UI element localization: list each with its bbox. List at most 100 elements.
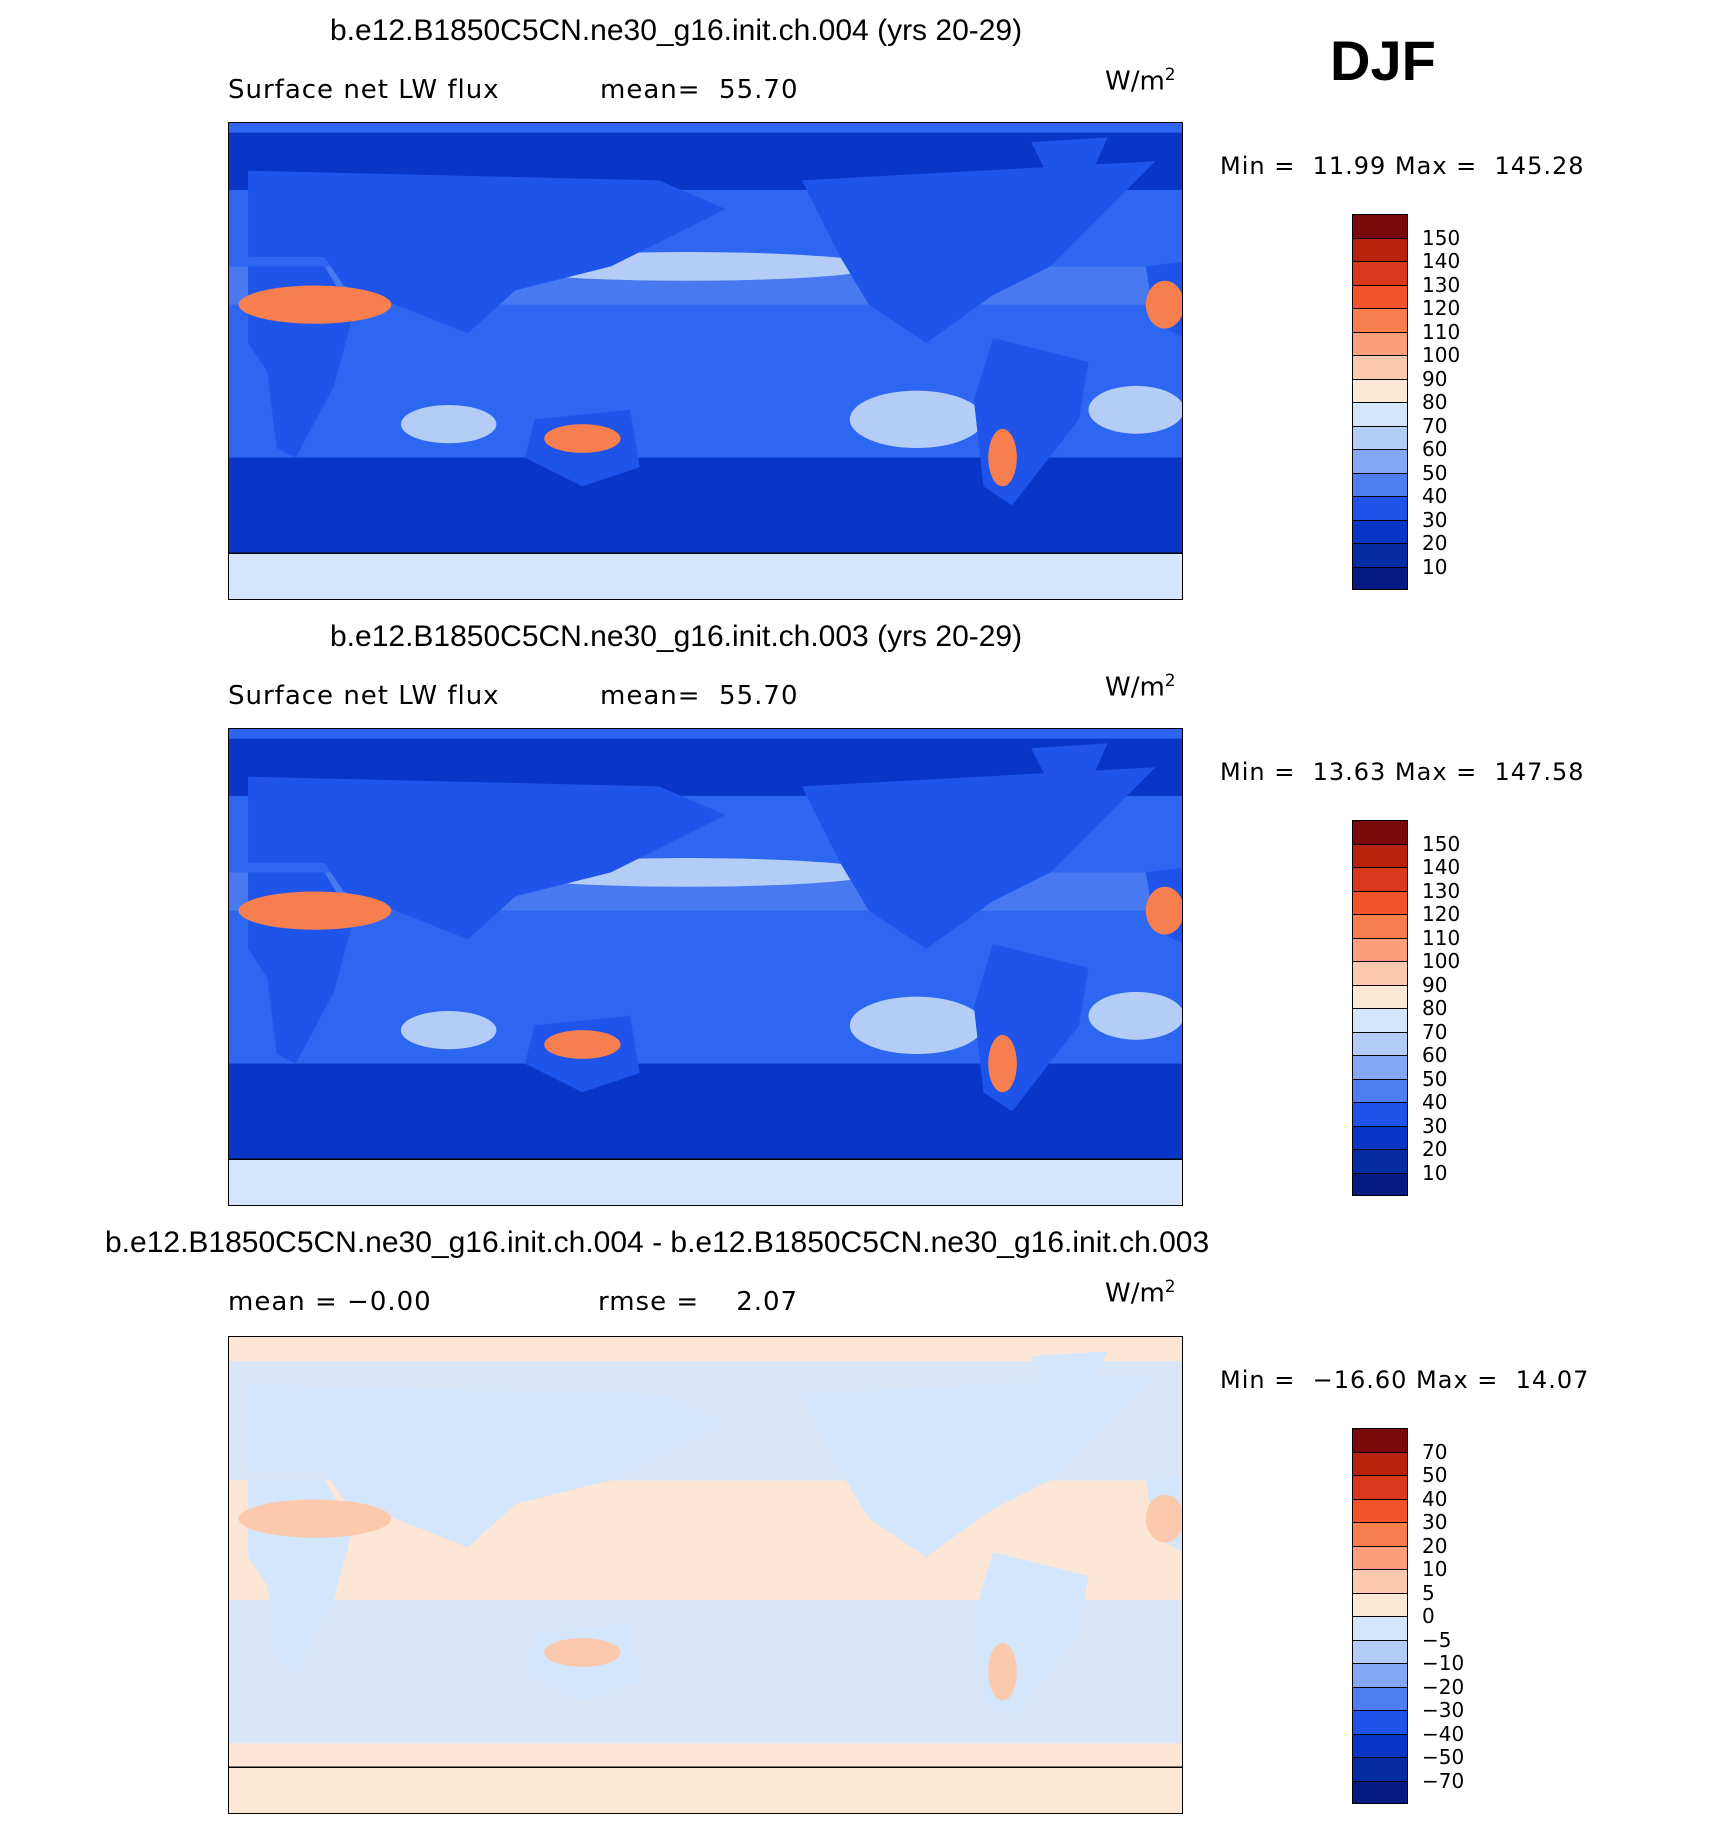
min-label: Min =: [1220, 152, 1296, 180]
colorbar-tick-label: 40: [1422, 1090, 1448, 1114]
colorbar-frame: [1352, 820, 1408, 1196]
colorbar-tick-label: 40: [1422, 484, 1448, 508]
colorbar-frame: [1352, 1428, 1408, 1804]
units-exponent: 2: [1164, 671, 1176, 691]
max-label: Max =: [1386, 152, 1478, 180]
colorbar-segment: [1352, 308, 1408, 332]
units-label: W/m2: [1105, 1277, 1176, 1309]
colorbar-segment: [1352, 867, 1408, 891]
colorbar-segment: [1352, 1592, 1408, 1616]
colorbar-tick-label: 10: [1422, 1160, 1448, 1185]
min-label: Min =: [1220, 1366, 1296, 1394]
colorbar-tick-label: 130: [1422, 878, 1461, 903]
colorbar-segment: [1352, 566, 1408, 590]
colorbar-segment: [1352, 1663, 1408, 1687]
panel-title: b.e12.B1850C5CN.ne30_g16.init.ch.004 (yr…: [330, 14, 1023, 47]
colorbar-tick-label: 80: [1422, 996, 1448, 1020]
min-max-readout: Min = 13.63 Max = 147.58: [1220, 758, 1585, 786]
colorbar-segment: [1352, 1125, 1408, 1149]
colorbar-tick-label: 5: [1422, 1580, 1435, 1605]
min-max-readout: Min = −16.60 Max = 14.07: [1220, 1366, 1589, 1394]
colorbar-tick-label: 30: [1422, 1113, 1448, 1138]
season-label: DJF: [1330, 29, 1436, 92]
colorbar-tick-label: 20: [1422, 1533, 1448, 1558]
colorbar-segment: [1352, 984, 1408, 1008]
colorbar-tick-label: 10: [1422, 1557, 1448, 1581]
colorbar-tick-label: 120: [1422, 902, 1461, 926]
colorbar-tick-label: 140: [1422, 249, 1461, 273]
colorbar-segment: [1352, 1686, 1408, 1710]
map-plot: [228, 122, 1183, 600]
max-value: 145.28: [1477, 152, 1585, 180]
colorbar-segment: [1352, 496, 1408, 520]
panel-subtitle-mid: mean= 55.70: [600, 681, 799, 711]
colorbar-segment: [1352, 402, 1408, 426]
colorbar-segment: [1352, 425, 1408, 449]
panel-subtitle-left: mean = −0.00: [228, 1287, 432, 1317]
colorbar-segment: [1352, 378, 1408, 402]
colorbar-segment: [1352, 1733, 1408, 1757]
map-plot: [228, 1336, 1183, 1814]
colorbar-segment: [1352, 890, 1408, 914]
colorbar-frame: [1352, 214, 1408, 590]
min-value: 13.63: [1295, 758, 1387, 786]
colorbar-segment: [1352, 961, 1408, 985]
panel-title: b.e12.B1850C5CN.ne30_g16.init.ch.004 - b…: [105, 1226, 1210, 1259]
colorbar-tick-label: 80: [1422, 390, 1448, 414]
colorbar-tick-label: −70: [1422, 1768, 1465, 1793]
colorbar-segment: [1352, 1008, 1408, 1032]
colorbar-tick-label: 90: [1422, 972, 1448, 997]
colorbar-tick-label: 50: [1422, 1066, 1448, 1091]
panel-subtitle-mid: rmse = 2.07: [598, 1287, 799, 1317]
colorbar-segment: [1352, 261, 1408, 285]
colorbar-tick-label: 150: [1422, 831, 1461, 856]
colorbar-segment: [1352, 449, 1408, 473]
colorbar-tick-label: −20: [1422, 1674, 1465, 1699]
min-max-readout: Min = 11.99 Max = 145.28: [1220, 152, 1585, 180]
colorbar-segment: [1352, 1055, 1408, 1079]
colorbar-tick-label: 40: [1422, 1486, 1448, 1511]
panel-subtitle-left: Surface net LW flux: [228, 75, 500, 105]
colorbar-tick-label: 130: [1422, 272, 1461, 297]
colorbar-segment: [1352, 1172, 1408, 1196]
panel-subtitle-left: Surface net LW flux: [228, 681, 500, 711]
min-label: Min =: [1220, 758, 1296, 786]
colorbar-tick-label: 100: [1422, 343, 1461, 367]
units-base: W/m: [1105, 672, 1165, 703]
max-label: Max =: [1407, 1366, 1499, 1394]
colorbar-segment: [1352, 355, 1408, 379]
colorbar-segment: [1352, 1639, 1408, 1663]
colorbar-tick-label: 10: [1422, 554, 1448, 579]
colorbar-segment: [1352, 543, 1408, 567]
colorbar-tick-label: 70: [1422, 1439, 1448, 1464]
colorbar-tick-label: 90: [1422, 366, 1448, 391]
colorbar-segment: [1352, 519, 1408, 543]
panel-title: b.e12.B1850C5CN.ne30_g16.init.ch.003 (yr…: [330, 620, 1023, 653]
max-value: 14.07: [1498, 1366, 1590, 1394]
units-exponent: 2: [1164, 1277, 1176, 1297]
colorbar-tick-label: 110: [1422, 925, 1461, 950]
colorbar-segment: [1352, 1757, 1408, 1781]
max-label: Max =: [1386, 758, 1478, 786]
colorbar-segment: [1352, 284, 1408, 308]
colorbar-tick-label: −5: [1422, 1627, 1452, 1652]
colorbar-segment: [1352, 1569, 1408, 1593]
colorbar-segment: [1352, 1780, 1408, 1804]
units-base: W/m: [1105, 1278, 1165, 1309]
colorbar-segment: [1352, 1031, 1408, 1055]
colorbar-tick-label: 60: [1422, 1043, 1448, 1067]
colorbar-tick-label: −50: [1422, 1745, 1465, 1769]
colorbar-tick-label: 30: [1422, 507, 1448, 532]
colorbar-segment: [1352, 237, 1408, 261]
min-value: −16.60: [1295, 1366, 1408, 1394]
colorbar-tick-label: 70: [1422, 413, 1448, 438]
colorbar-tick-label: 50: [1422, 460, 1448, 485]
colorbar-segment: [1352, 1149, 1408, 1173]
colorbar-segment: [1352, 937, 1408, 961]
colorbar-segment: [1352, 1545, 1408, 1569]
units-exponent: 2: [1164, 65, 1176, 85]
colorbar-tick-label: 120: [1422, 296, 1461, 320]
colorbar-tick-label: −30: [1422, 1698, 1465, 1722]
panel-subtitle-mid: mean= 55.70: [600, 75, 799, 105]
min-value: 11.99: [1295, 152, 1387, 180]
